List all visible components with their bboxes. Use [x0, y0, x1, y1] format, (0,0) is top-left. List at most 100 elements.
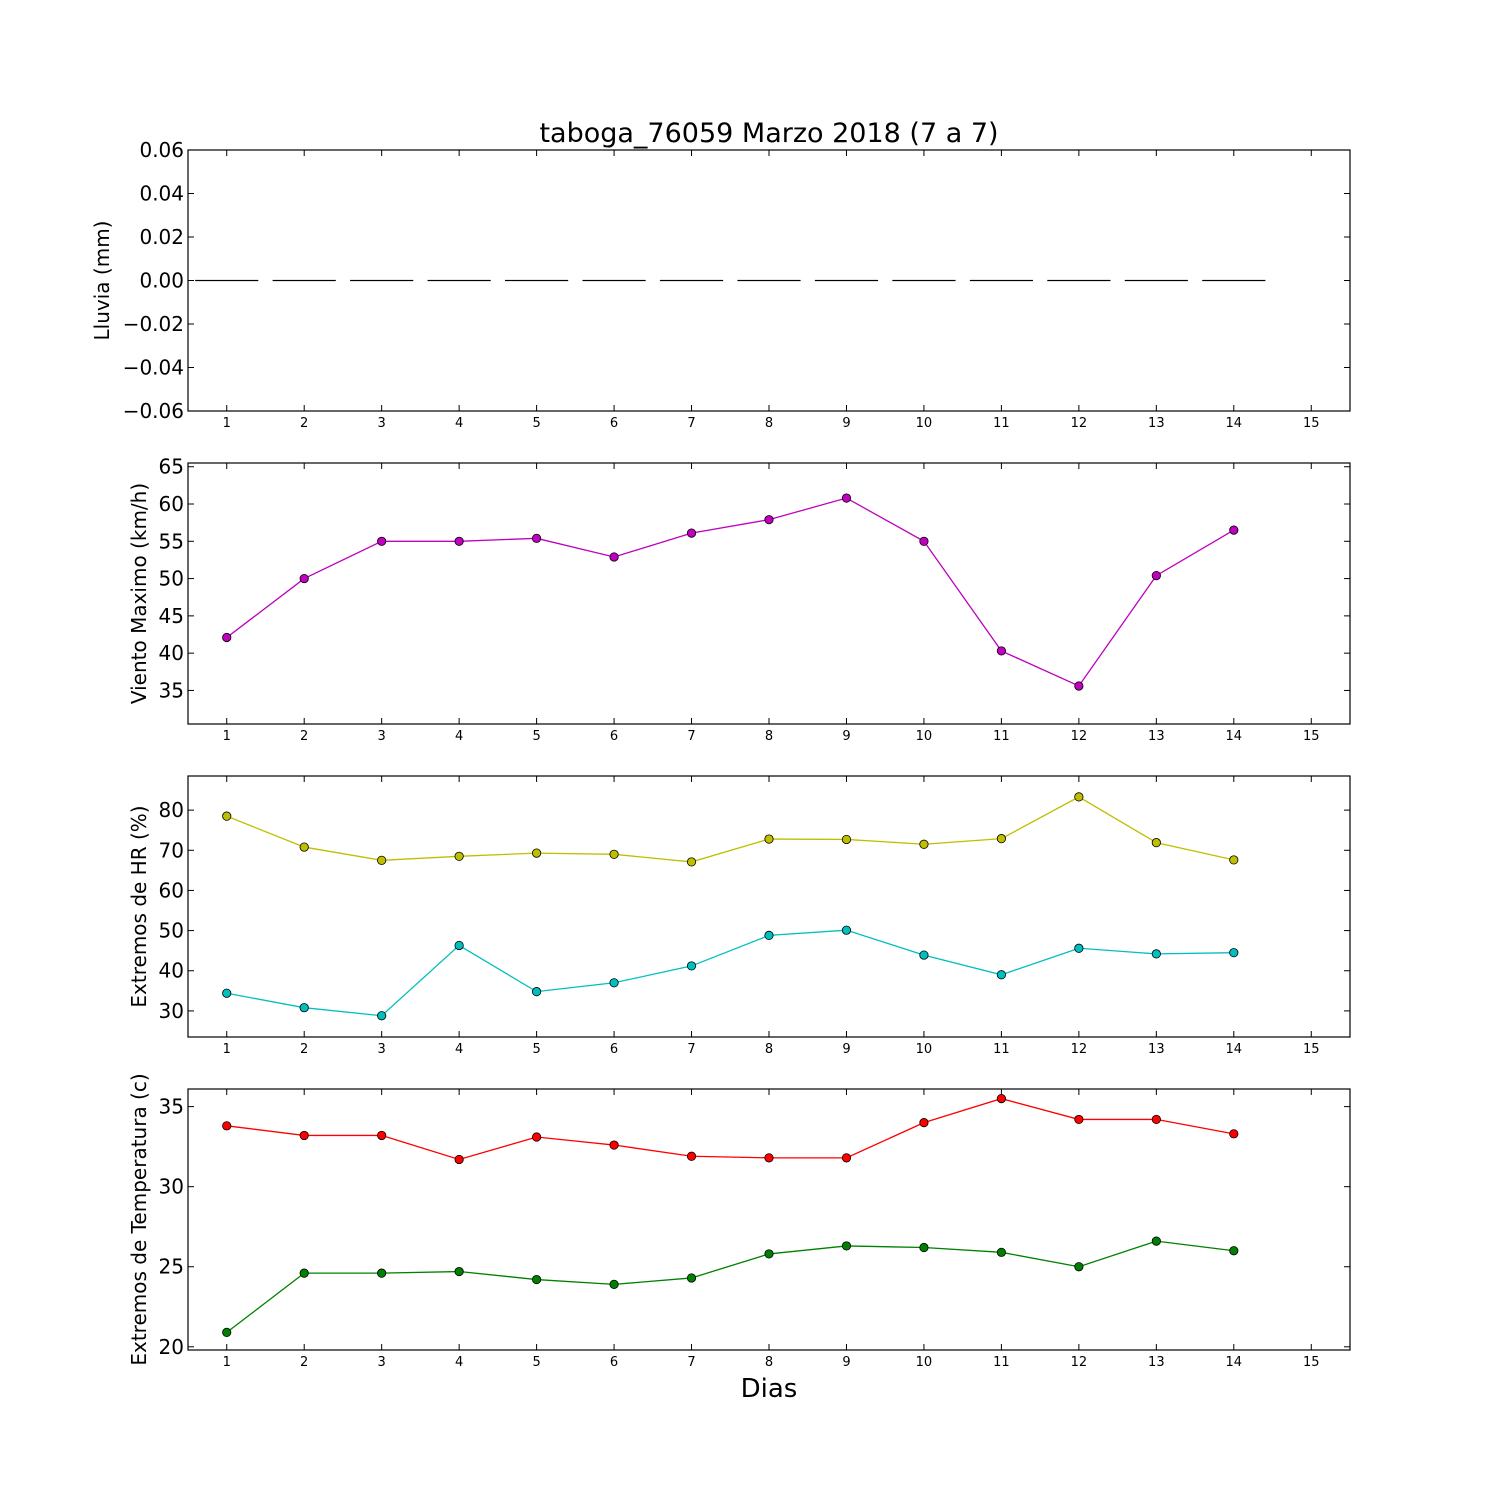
- y-tick-label: −0.04: [123, 356, 184, 380]
- data-point: [1074, 1262, 1084, 1272]
- x-tick-label: 2: [300, 1042, 308, 1057]
- data-point: [609, 1140, 619, 1150]
- data-point: [919, 536, 929, 546]
- data-point: [299, 1130, 309, 1141]
- x-tick-label: 12: [1071, 1355, 1088, 1370]
- data-point: [609, 1279, 619, 1289]
- y-axis-label: Viento Maximo (km/h): [127, 483, 151, 704]
- data-point: [1229, 1246, 1239, 1256]
- x-tick-label: 1: [223, 1355, 231, 1370]
- data-point: [299, 842, 309, 852]
- x-tick-label: 4: [455, 1355, 463, 1370]
- data-point: [841, 834, 852, 845]
- data-point: [841, 925, 852, 935]
- data-point: [1229, 525, 1239, 535]
- x-tick-label: 5: [532, 1042, 540, 1057]
- data-point: [222, 632, 232, 643]
- x-tick-label: 11: [993, 1355, 1010, 1370]
- data-point: [919, 950, 929, 960]
- x-tick-label: 14: [1226, 416, 1243, 431]
- x-tick-label: 6: [610, 1355, 618, 1370]
- x-tick-label: 10: [916, 1355, 933, 1370]
- series-hr-1: [222, 925, 1239, 1021]
- data-point: [686, 1151, 697, 1161]
- data-point: [454, 1266, 464, 1277]
- data-point: [222, 1327, 232, 1337]
- y-tick-label: 70: [159, 838, 184, 862]
- y-tick-label: 35: [159, 1095, 184, 1119]
- data-point: [531, 848, 542, 858]
- data-point: [764, 930, 774, 941]
- data-point: [454, 536, 464, 546]
- y-tick-label: 65: [159, 455, 184, 479]
- series-temperatura-0: [222, 1094, 1239, 1165]
- y-tick-label: 0.06: [139, 138, 184, 162]
- x-tick-label: 15: [1303, 416, 1320, 431]
- data-point: [299, 1003, 309, 1013]
- data-point: [377, 1011, 387, 1021]
- data-point: [919, 1118, 929, 1128]
- y-tick-label: −0.06: [123, 399, 184, 423]
- x-tick-label: 1: [223, 1042, 231, 1057]
- x-tick-label: 3: [378, 1355, 386, 1370]
- data-point: [686, 961, 697, 971]
- x-tick-label: 2: [300, 1355, 308, 1370]
- y-tick-label: 0.00: [139, 269, 184, 293]
- x-tick-label: 10: [916, 1042, 933, 1057]
- chart-title: taboga_76059 Marzo 2018 (7 a 7): [539, 118, 998, 149]
- x-tick-label: 7: [687, 1042, 695, 1057]
- data-point: [764, 834, 774, 844]
- y-tick-label: 50: [159, 567, 184, 591]
- series-viento-0: [222, 493, 1239, 691]
- data-point: [222, 1121, 232, 1131]
- x-tick-label: 10: [916, 416, 933, 431]
- y-tick-label: 45: [159, 604, 184, 628]
- x-tick-label: 1: [223, 416, 231, 431]
- data-point: [764, 1249, 774, 1259]
- data-point: [454, 1154, 464, 1165]
- x-tick-label: 12: [1071, 729, 1088, 744]
- x-tick-label: 8: [765, 1355, 773, 1370]
- series-line: [226, 1097, 1234, 1161]
- series-line: [226, 1240, 1234, 1333]
- data-point: [1074, 1114, 1084, 1125]
- y-axis-label: Extremos de HR (%): [127, 805, 151, 1007]
- y-axis-label: Lluvia (mm): [90, 221, 114, 341]
- data-point: [1151, 1114, 1161, 1125]
- y-tick-label: 60: [159, 492, 184, 516]
- x-tick-label: 10: [916, 729, 933, 744]
- x-tick-label: 5: [532, 729, 540, 744]
- data-point: [1151, 838, 1161, 848]
- x-tick-label: 8: [765, 416, 773, 431]
- x-tick-label: 3: [378, 729, 386, 744]
- data-point: [377, 536, 387, 546]
- x-tick-label: 7: [687, 729, 695, 744]
- x-tick-label: 4: [455, 1042, 463, 1057]
- x-tick-label: 14: [1226, 729, 1243, 744]
- x-tick-label: 15: [1303, 1042, 1320, 1057]
- data-point: [1074, 792, 1084, 802]
- data-point: [1074, 681, 1084, 691]
- data-point: [841, 493, 852, 503]
- data-point: [531, 1132, 542, 1142]
- y-axis-label: Extremos de Temperatura (c): [127, 1073, 151, 1365]
- data-point: [996, 646, 1007, 656]
- series-line: [226, 929, 1234, 1017]
- x-tick-label: 1: [223, 729, 231, 744]
- y-tick-label: 60: [159, 878, 184, 902]
- x-tick-label: 15: [1303, 1355, 1320, 1370]
- data-point: [1151, 1236, 1161, 1246]
- data-point: [609, 978, 619, 988]
- data-point: [222, 811, 232, 821]
- data-point: [841, 1241, 852, 1251]
- x-tick-label: 4: [455, 729, 463, 744]
- data-point: [299, 1268, 309, 1278]
- x-tick-label: 8: [765, 1042, 773, 1057]
- x-tick-label: 2: [300, 729, 308, 744]
- y-tick-label: 55: [159, 529, 184, 553]
- x-tick-label: 4: [455, 416, 463, 431]
